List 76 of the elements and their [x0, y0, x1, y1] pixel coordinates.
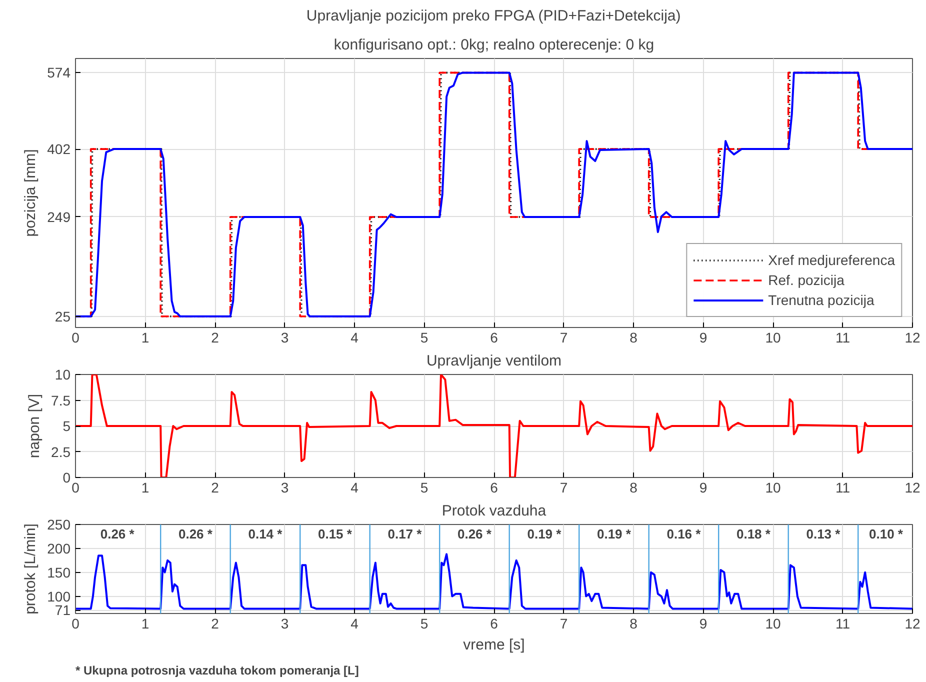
x-tick-label: 2	[211, 616, 220, 632]
y-axis-title: napon [V]	[26, 394, 44, 458]
x-tick-label: 5	[420, 480, 428, 496]
y-tick-label: 10	[54, 366, 71, 382]
x-tick-label: 8	[630, 480, 638, 496]
x-tick-label: 7	[560, 616, 568, 632]
x-tick-label: 3	[280, 330, 289, 346]
annotation: 0.26 *	[457, 526, 492, 542]
annotation: 0.26 *	[178, 526, 214, 542]
annotation: 0.14 *	[248, 526, 284, 542]
x-tick-label: 3	[280, 616, 289, 632]
x-tick-label: 3	[280, 480, 289, 496]
x-tick-label: 10	[765, 480, 781, 496]
legend-label: Ref. pozicija	[768, 272, 844, 288]
annotation: 0.17 *	[388, 526, 423, 542]
y-tick-label: 0	[62, 470, 71, 486]
x-tick-label: 6	[490, 616, 498, 632]
x-tick-label: 2	[211, 330, 220, 346]
x-tick-label: 12	[904, 480, 920, 496]
x-tick-label: 2	[211, 480, 220, 496]
text: * Ukupna potrosnja vazduha tokom pomeranja [L]	[76, 664, 359, 678]
annotation: 0.19 *	[527, 526, 562, 542]
chart-title: Protok vazduha	[442, 502, 547, 520]
line-series	[76, 553, 912, 610]
x-tick-label: 10	[765, 616, 781, 632]
x-tick-label: 8	[630, 330, 638, 346]
x-tick-label: 9	[699, 330, 708, 346]
x-tick-label: 9	[699, 480, 708, 496]
x-tick-label: 7	[560, 330, 568, 346]
x-tick-label: 11	[835, 616, 850, 632]
annotation: 0.10 *	[869, 526, 904, 542]
x-tick-label: 8	[630, 616, 638, 632]
x-tick-label: 1	[141, 616, 150, 632]
x-tick-label: 4	[350, 480, 359, 496]
y-tick-label: 2.5	[51, 444, 71, 460]
line-series	[76, 374, 912, 478]
x-tick-label: 1	[141, 330, 150, 346]
y-tick-label: 5	[62, 418, 71, 434]
y-tick-label: 150	[47, 564, 71, 580]
annotation: 0.15 *	[318, 526, 353, 542]
x-tick-label: 11	[835, 480, 850, 496]
y-axis-title: pozicija [mm]	[22, 149, 40, 237]
chart-title: Upravljanje pozicijom preko FPGA (PID+Fazi+Detekcija)	[306, 8, 681, 24]
annotation: 0.13 *	[806, 526, 842, 542]
annotation: 0.26 *	[100, 526, 136, 542]
annotation: 0.18 *	[736, 526, 772, 542]
x-tick-label: 10	[765, 330, 781, 346]
annotation: 0.19 *	[596, 526, 632, 542]
y-tick-label: 250	[47, 516, 71, 532]
legend-label: Trenutna pozicija	[768, 292, 874, 308]
x-tick-label: 12	[904, 616, 920, 632]
x-tick-label: 1	[141, 480, 150, 496]
y-tick-label: 402	[47, 141, 71, 158]
y-axis-title: protok [L/min]	[22, 524, 40, 614]
x-tick-label: 5	[420, 330, 428, 346]
y-tick-label: 249	[47, 208, 71, 225]
y-tick-label: 7.5	[51, 392, 71, 408]
y-tick-label: 574	[47, 64, 71, 81]
x-tick-label: 11	[835, 330, 850, 346]
x-tick-label: 9	[699, 616, 708, 632]
x-tick-label: 7	[560, 480, 568, 496]
chart-title: Upravljanje ventilom	[426, 352, 562, 370]
chart-subtitle: konfigurisano opt.: 0kg; realno opterecenje: 0 kg	[334, 36, 654, 54]
y-tick-label: 100	[47, 588, 71, 604]
x-tick-label: 12	[904, 330, 920, 346]
legend-label: Xref medjureferenca	[768, 252, 895, 268]
x-axis-title: vreme [s]	[463, 636, 525, 654]
x-tick-label: 4	[350, 330, 359, 346]
y-tick-label: 200	[47, 540, 71, 556]
y-tick-label: 25	[54, 308, 71, 324]
x-tick-label: 6	[490, 480, 498, 496]
x-tick-label: 5	[420, 616, 428, 632]
x-tick-label: 4	[350, 616, 359, 632]
x-tick-label: 6	[490, 330, 498, 346]
y-tick-label: 71	[54, 602, 71, 618]
annotation: 0.16 *	[666, 526, 702, 542]
